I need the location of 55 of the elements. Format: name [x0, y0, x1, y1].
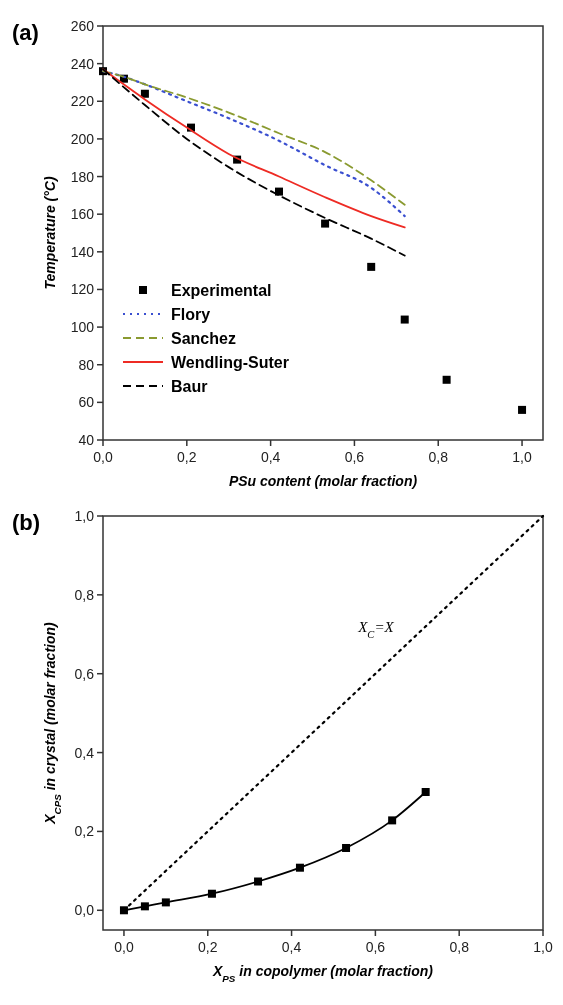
x-axis-title: X$_{PS}$ in copolymer (molar fraction) — [211, 963, 434, 984]
x-tick-label: 1,0 — [512, 449, 532, 465]
point — [161, 898, 170, 907]
legend-label: Experimental — [171, 282, 272, 299]
y-tick-label: 120 — [70, 281, 95, 298]
chart-title: (b) — [12, 510, 41, 535]
point — [321, 219, 330, 228]
x-tick-label: 0,6 — [365, 939, 386, 955]
y-tick-label: 0,0 — [74, 902, 95, 919]
y-tick-label: 60 — [78, 394, 95, 411]
y-axis-title: Temperature (°C) — [42, 176, 58, 290]
x-tick-label: 1,0 — [533, 939, 553, 955]
x-tick-label: 0,4 — [260, 449, 281, 465]
y-tick-label: 220 — [70, 93, 95, 110]
y-tick-label: 40 — [78, 432, 95, 448]
point — [207, 889, 216, 898]
y-tick-label: 0,8 — [74, 586, 95, 603]
point — [518, 405, 527, 414]
y-tick-label: 240 — [70, 55, 95, 72]
y-tick-label: 200 — [70, 130, 95, 147]
point — [421, 788, 430, 796]
x-tick-label: 0,8 — [449, 939, 470, 955]
chart-title: (a) — [12, 20, 39, 45]
point — [140, 902, 149, 911]
x-tick-label: 0,0 — [114, 939, 134, 955]
y-tick-label: 160 — [70, 206, 95, 223]
legend-label: Flory — [171, 306, 211, 323]
y-tick-label: 140 — [70, 243, 95, 260]
y-tick-label: 0,4 — [74, 744, 95, 761]
point — [400, 315, 409, 324]
point — [295, 863, 304, 872]
point — [367, 262, 376, 271]
annotation: X$_{C}$=X — [357, 618, 395, 640]
y-tick-label: 100 — [70, 319, 95, 336]
x-axis-title: PSu content (molar fraction) — [228, 473, 418, 489]
x-tick-label: 0,0 — [93, 449, 113, 465]
y-tick-label: 260 — [70, 18, 95, 34]
y-tick-label: 80 — [78, 356, 95, 373]
point — [140, 89, 149, 98]
point — [388, 816, 397, 825]
point — [254, 877, 263, 886]
point — [342, 843, 351, 852]
x-tick-label: 0,8 — [428, 449, 449, 465]
x-tick-label: 0,4 — [281, 939, 302, 955]
y-tick-label: 1,0 — [74, 508, 95, 524]
x-tick-label: 0,2 — [198, 939, 218, 955]
point — [442, 375, 451, 384]
x-tick-label: 0,2 — [177, 449, 197, 465]
y-tick-label: 0,6 — [74, 665, 95, 682]
x-tick-label: 0,6 — [344, 449, 365, 465]
legend-label: Baur — [171, 378, 208, 395]
legend-label: Sanchez — [171, 330, 236, 347]
y-tick-label: 0,2 — [74, 823, 95, 840]
y-tick-label: 180 — [70, 168, 95, 185]
legend-label: Wendling-Suter — [171, 354, 289, 371]
